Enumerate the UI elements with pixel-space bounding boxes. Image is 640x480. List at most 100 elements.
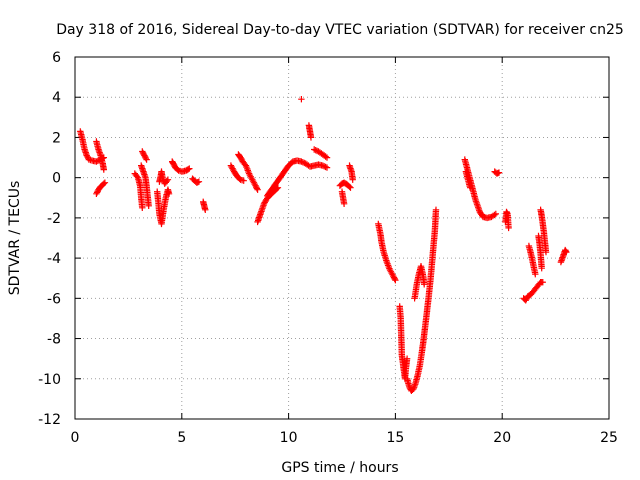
data-series-segment <box>336 179 354 191</box>
data-point <box>538 265 545 272</box>
axis-ticks <box>74 56 610 420</box>
data-series-segment <box>525 242 539 278</box>
data-point <box>139 204 146 211</box>
data-point <box>100 180 107 187</box>
data-point <box>101 179 109 186</box>
data-series-segment <box>189 175 203 186</box>
data-series-segment <box>93 179 109 197</box>
y-tick-label: -10 <box>38 372 61 388</box>
data-point <box>391 275 398 283</box>
data-point <box>186 165 193 172</box>
data-series-segment <box>346 162 356 183</box>
y-tick-label: -2 <box>47 211 61 227</box>
data-point <box>563 248 570 256</box>
data-point <box>322 163 329 171</box>
data-point <box>495 169 503 176</box>
data-series-segment <box>461 156 499 222</box>
data-series-segment <box>138 162 152 209</box>
x-axis-label: GPS time / hours <box>281 460 398 476</box>
data-series-segment <box>154 186 173 228</box>
data-series-segment <box>131 170 146 211</box>
data-series-segment <box>537 206 550 256</box>
y-tick-label: 0 <box>52 171 61 187</box>
plot-frame <box>74 56 610 420</box>
data-series-segment <box>169 158 193 175</box>
data-point <box>349 176 356 183</box>
data-series-segment <box>93 138 107 173</box>
data-series-segment <box>557 246 570 266</box>
y-tick-label: -6 <box>47 291 61 307</box>
x-tick-label: 25 <box>600 430 618 446</box>
data-point <box>254 186 261 193</box>
data-series-segment <box>411 263 428 302</box>
data-point <box>142 155 149 162</box>
x-tick-label: 15 <box>386 430 404 446</box>
data-point <box>254 218 261 226</box>
data-point <box>312 147 319 154</box>
data-series-segment <box>235 151 261 193</box>
data-point <box>491 211 498 219</box>
data-point <box>432 206 440 213</box>
data-point <box>403 355 411 362</box>
x-tick-labels: 0 5 10 15 20 25 <box>71 430 618 446</box>
data-point <box>93 158 100 165</box>
data-point <box>323 154 331 161</box>
data-series-segment <box>396 303 411 382</box>
data-series-segment <box>298 96 305 103</box>
data-point <box>133 173 141 180</box>
data-point <box>165 190 173 197</box>
data-point <box>251 181 258 188</box>
data-point <box>505 224 512 232</box>
data-series-segment <box>338 188 348 207</box>
data-point <box>421 281 428 288</box>
data-point <box>346 183 353 190</box>
y-tick-label: -12 <box>38 412 61 428</box>
data-series-segment <box>502 208 512 232</box>
data-series-segment <box>305 122 315 141</box>
y-tick-label: -4 <box>47 251 61 267</box>
data-point <box>474 202 481 209</box>
data-point <box>347 184 354 191</box>
y-tick-labels: -12 -10 -8 -6 -4 -2 0 2 4 6 <box>38 50 61 428</box>
data-point <box>299 159 306 166</box>
data-point <box>143 156 150 163</box>
data-series-segment <box>264 157 331 199</box>
data-point <box>195 178 203 185</box>
data-series-segment <box>139 148 150 163</box>
y-tick-label: 4 <box>52 90 61 106</box>
data-point <box>340 200 348 207</box>
data-series-segment <box>403 206 440 394</box>
y-axis-label: SDTVAR / TECUs <box>7 181 23 296</box>
data-point <box>164 176 172 183</box>
y-tick-label: 6 <box>52 50 61 66</box>
data-point <box>253 185 261 192</box>
data-point <box>532 271 539 278</box>
data-series-segment <box>311 146 331 161</box>
data-series-segment <box>375 220 399 284</box>
data-point <box>163 177 170 185</box>
data-point <box>542 248 550 256</box>
data-point <box>323 164 331 171</box>
data-point <box>467 184 474 191</box>
y-tick-label: 2 <box>52 130 61 146</box>
gridlines <box>75 57 609 419</box>
x-tick-label: 20 <box>493 430 511 446</box>
data-point <box>322 153 329 160</box>
data-point <box>202 206 209 213</box>
data-point <box>539 279 546 286</box>
data-series-segment <box>156 168 172 187</box>
data-series-segment <box>200 198 209 213</box>
data-point <box>185 166 192 173</box>
data-series-segment <box>227 162 247 184</box>
data-point <box>311 146 318 153</box>
data-series-segment <box>520 279 546 304</box>
data-series-segment <box>462 168 474 191</box>
chart-title: Day 318 of 2016, Sidereal Day-to-day VTE… <box>56 22 624 38</box>
x-tick-label: 10 <box>280 430 298 446</box>
data-point <box>492 210 499 218</box>
data-series-segment <box>491 168 503 177</box>
x-tick-label: 0 <box>71 430 80 446</box>
x-tick-label: 5 <box>177 430 186 446</box>
data-point <box>100 166 107 173</box>
